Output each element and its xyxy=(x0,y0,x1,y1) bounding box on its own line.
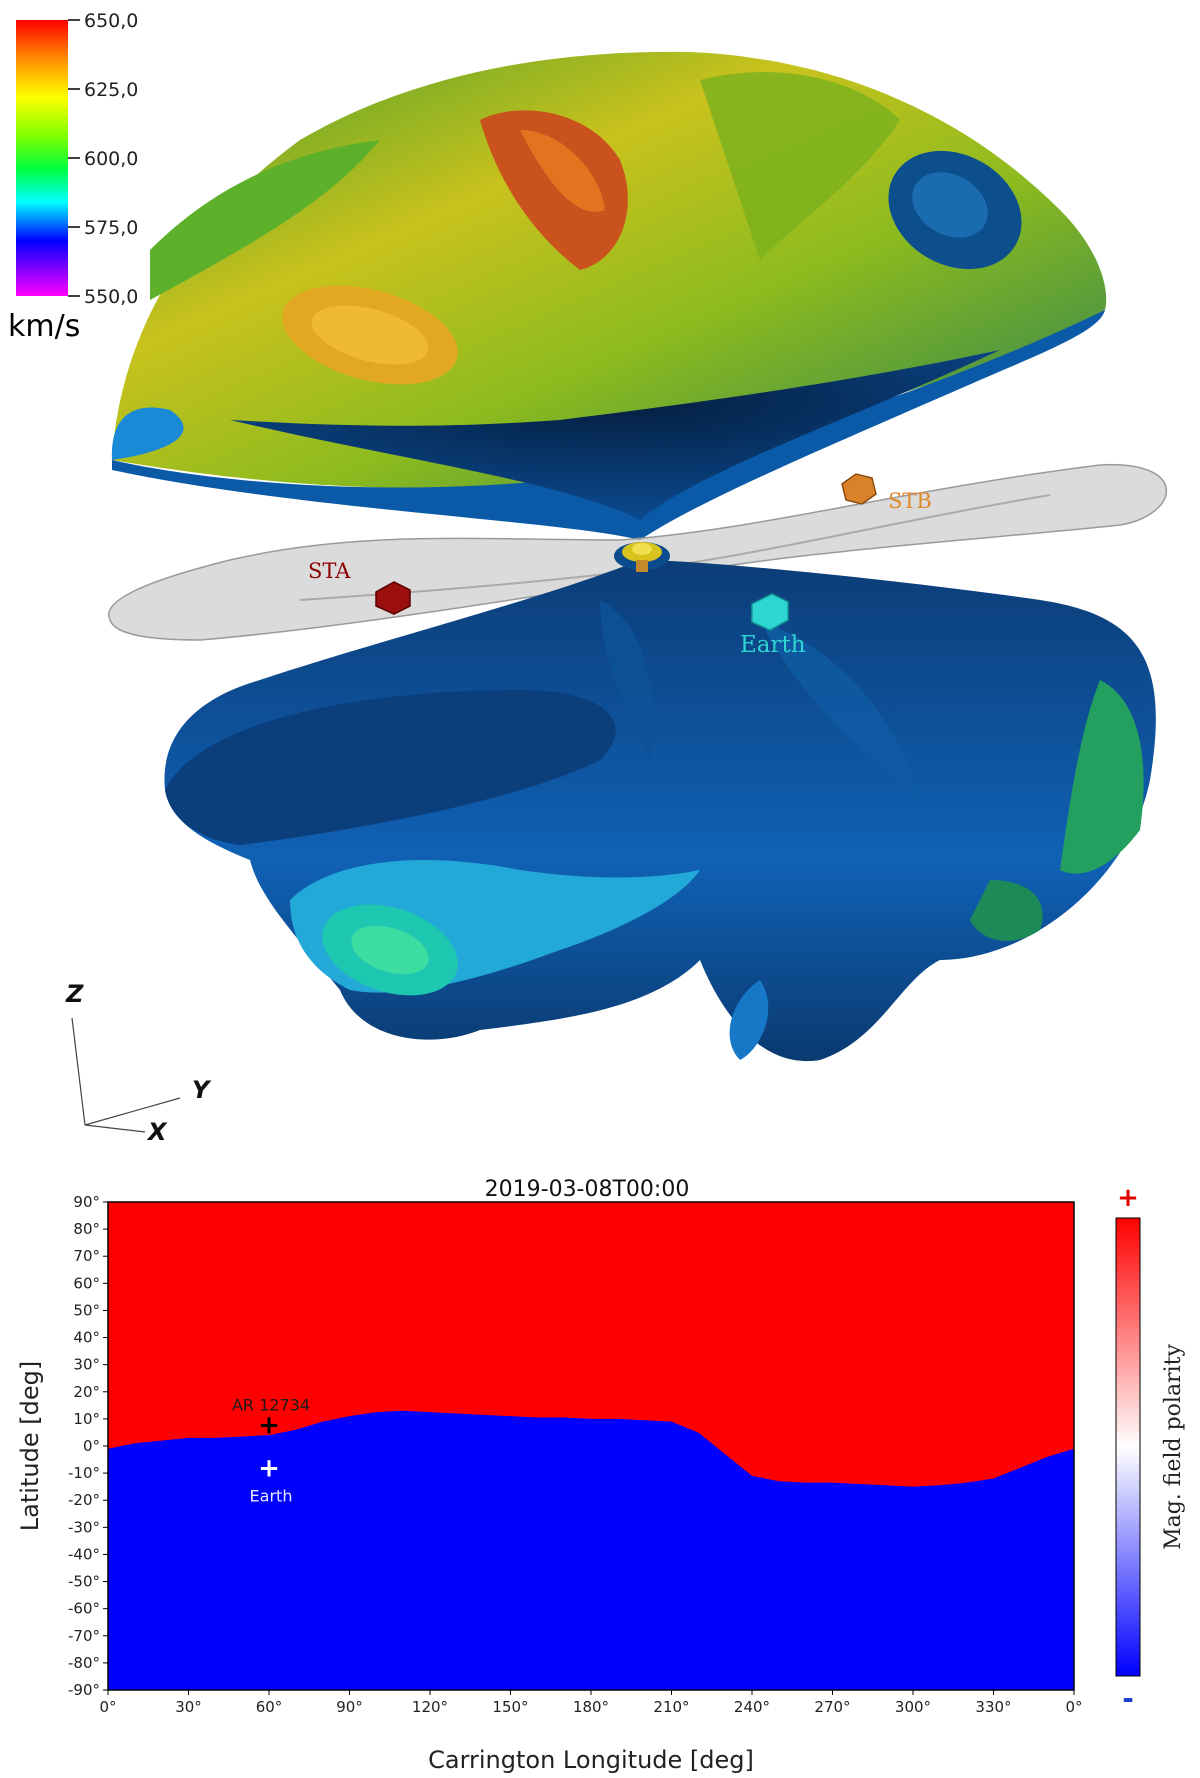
y-tick-label: 50° xyxy=(73,1301,100,1319)
x-tick-label: 0° xyxy=(1065,1698,1082,1716)
polarity-colorbar: + - Mag. field polarity xyxy=(1115,1183,1186,1715)
x-tick-label: 60° xyxy=(256,1698,283,1716)
y-tick-label: -30° xyxy=(68,1518,100,1536)
velocity-colorbar: 650,0 625,0 600,0 575,0 550,0 km/s xyxy=(8,10,138,344)
y-tick-label: -50° xyxy=(68,1573,100,1591)
chart-title: 2019-03-08T00:00 xyxy=(485,1177,690,1202)
x-tick-label: 30° xyxy=(175,1698,202,1716)
y-tick-label: 60° xyxy=(73,1274,100,1292)
colorbar-tick-625: 625,0 xyxy=(84,79,138,101)
x-tick-label: 90° xyxy=(336,1698,363,1716)
colorbar-tick-575: 575,0 xyxy=(84,217,138,239)
y-tick-label: -20° xyxy=(68,1491,100,1509)
y-tick-label: -10° xyxy=(68,1464,100,1482)
spacecraft-sta: STA xyxy=(308,559,411,615)
y-tick-label: 70° xyxy=(73,1247,100,1265)
marker-cross: + xyxy=(258,1410,280,1440)
sun-marker xyxy=(614,542,670,572)
y-tick-label: 30° xyxy=(73,1356,100,1374)
x-tick-label: 270° xyxy=(814,1698,850,1716)
y-tick-label: 0° xyxy=(83,1437,100,1455)
y-tick-label: -70° xyxy=(68,1627,100,1645)
polarity-map-chart: 2019-03-08T00:00 90° 80° 70° 60° 50° 40° 30° 20… xyxy=(16,1177,1186,1774)
spacecraft-stb: STB xyxy=(841,473,932,513)
y-tick-label: 20° xyxy=(73,1383,100,1401)
axis-x-label: X xyxy=(146,1118,168,1146)
polarity-minus-sign: - xyxy=(1122,1682,1134,1715)
marker-label: Earth xyxy=(250,1487,293,1506)
spacecraft-sta-label: STA xyxy=(308,559,351,583)
polarity-colorbar-label: Mag. field polarity xyxy=(1161,1344,1186,1550)
plot-area xyxy=(107,1201,1075,1691)
colorbar-tick-600: 600,0 xyxy=(84,148,138,170)
x-tick-label: 240° xyxy=(734,1698,770,1716)
lower-velocity-isosurface xyxy=(164,560,1156,1062)
x-tick-label: 300° xyxy=(895,1698,931,1716)
y-tick-label: -80° xyxy=(68,1654,100,1672)
x-tick-label: 120° xyxy=(412,1698,448,1716)
x-tick-label: 180° xyxy=(573,1698,609,1716)
y-tick-label: 40° xyxy=(73,1329,100,1347)
colorbar-tick-650: 650,0 xyxy=(84,10,138,32)
axis-y-label: Y xyxy=(192,1076,212,1104)
colorbar-tick-550: 550,0 xyxy=(84,286,138,308)
marker-label: AR 12734 xyxy=(232,1395,310,1414)
y-tick-label: -40° xyxy=(68,1545,100,1563)
spacecraft-earth: Earth xyxy=(740,593,806,658)
x-axis-ticks: 0° 30° 60° 90° 120° 150° 180° 210° 240° 270° 300° 3… xyxy=(99,1690,1083,1716)
spacecraft-earth-label: Earth xyxy=(740,632,806,658)
x-tick-label: 150° xyxy=(492,1698,528,1716)
upper-velocity-isosurface xyxy=(111,51,1107,540)
polarity-plus-sign: + xyxy=(1117,1183,1139,1213)
y-axis-label: Latitude [deg] xyxy=(16,1361,44,1531)
x-tick-label: 0° xyxy=(99,1698,116,1716)
y-tick-label: -90° xyxy=(68,1681,100,1699)
axis-z-label: Z xyxy=(65,980,84,1008)
marker-cross: + xyxy=(258,1454,280,1484)
solar-wind-3d-view: 650,0 625,0 600,0 575,0 550,0 km/s xyxy=(8,10,1167,1146)
x-tick-label: 210° xyxy=(653,1698,689,1716)
axis-triad: Z Y X xyxy=(65,980,212,1146)
y-tick-label: 80° xyxy=(73,1220,100,1238)
x-tick-label: 330° xyxy=(975,1698,1011,1716)
colorbar-unit: km/s xyxy=(8,309,80,344)
spacecraft-stb-label: STB xyxy=(888,489,932,513)
markers: +AR 12734+Earth xyxy=(232,1395,310,1505)
velocity-colorbar-gradient xyxy=(16,20,68,296)
x-axis-label: Carrington Longitude [deg] xyxy=(428,1746,754,1774)
y-axis-ticks: 90° 80° 70° 60° 50° 40° 30° 20° 10° 0° -10° -20° -30… xyxy=(68,1193,108,1699)
y-tick-label: 90° xyxy=(73,1193,100,1211)
negative-polarity-region xyxy=(108,1410,1074,1690)
y-tick-label: 10° xyxy=(73,1410,100,1428)
polarity-colorbar-gradient xyxy=(1115,1217,1141,1677)
y-tick-label: -60° xyxy=(68,1600,100,1618)
